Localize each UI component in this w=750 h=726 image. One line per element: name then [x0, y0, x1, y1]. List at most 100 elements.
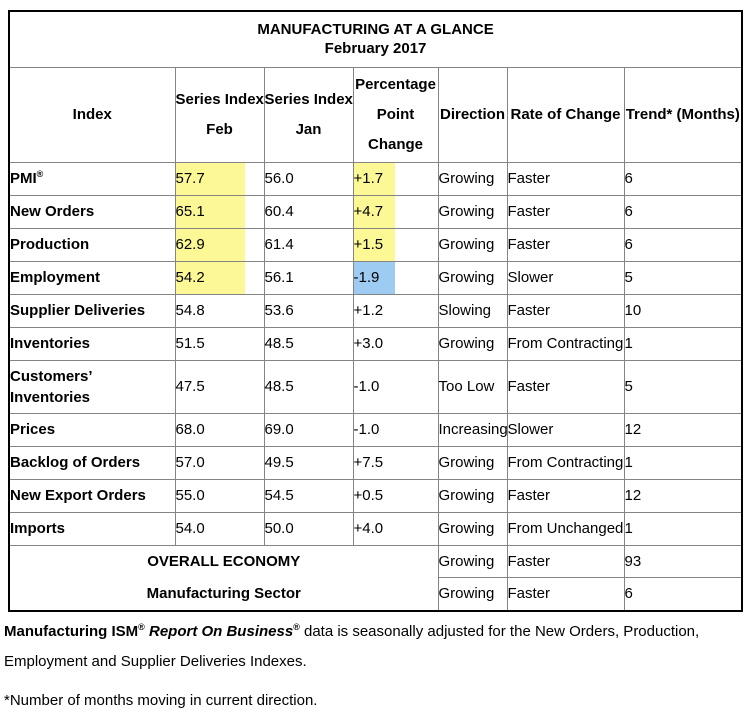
- cell-feb: 57.7: [174, 161, 265, 196]
- cell-feb: 57.0: [174, 445, 265, 480]
- cell-trend: 5: [623, 260, 743, 295]
- column-header-label: Direction: [439, 105, 505, 123]
- cell-rate: Faster: [506, 478, 625, 513]
- column-header-series-jan: Series Index Jan: [263, 66, 354, 163]
- summary-labels-cell: OVERALL ECONOMY Manufacturing Sector: [8, 544, 439, 611]
- row-label-customers-inventories: Customers’ Inventories: [8, 359, 176, 414]
- column-header-trend: Trend* (Months): [623, 66, 743, 163]
- cell-feb: 62.9: [174, 227, 265, 262]
- cell-jan: 56.1: [263, 260, 354, 295]
- column-header-index: Index: [8, 66, 176, 163]
- cell-change: -1.0: [352, 359, 439, 414]
- row-label-new-orders: New Orders: [8, 194, 176, 229]
- row-label-inventories: Inventories: [8, 326, 176, 361]
- cell-value: -1.0: [353, 421, 380, 438]
- report-on-business-title: Report On Business: [144, 623, 294, 640]
- manufacturing-at-a-glance-table: MANUFACTURING AT A GLANCE February 2017 …: [8, 10, 744, 612]
- cell-value: +1.7: [353, 170, 384, 187]
- cell-rate: Faster: [506, 227, 625, 262]
- cell-direction: Growing: [437, 260, 508, 295]
- highlight: [175, 261, 245, 294]
- cell-rate: From Unchanged: [506, 511, 625, 546]
- manufacturing-sector-label: Manufacturing Sector: [146, 584, 301, 602]
- cell-change: +1.2: [352, 293, 439, 328]
- cell-direction: Too Low: [437, 359, 508, 414]
- cell-change: +0.5: [352, 478, 439, 513]
- footnotes: Manufacturing ISM® Report On Business® d…: [4, 617, 746, 711]
- highlight: [175, 162, 245, 195]
- row-label-supplier-deliveries: Supplier Deliveries: [8, 293, 176, 328]
- cell-value: +3.0: [353, 335, 384, 352]
- cell-change: -1.9: [352, 260, 439, 295]
- cell-rate: Faster: [506, 293, 625, 328]
- cell-value: 57.0: [175, 454, 205, 471]
- cell-feb: 65.1: [174, 194, 265, 229]
- cell-direction: Growing: [437, 194, 508, 229]
- cell-trend: 5: [623, 359, 743, 414]
- table-row-prices: Prices 68.0 69.0 -1.0 Increasing Slower …: [8, 412, 743, 447]
- row-label-production: Production: [8, 227, 176, 262]
- table-title-row: MANUFACTURING AT A GLANCE February 2017: [8, 10, 743, 68]
- row-label-pmi: PMI®: [8, 161, 176, 196]
- column-header-label: Point: [376, 105, 415, 123]
- row-label-backlog-of-orders: Backlog of Orders: [8, 445, 176, 480]
- registered-mark: ®: [36, 169, 44, 179]
- cell-direction: Growing: [437, 227, 508, 262]
- cell-rate: From Contracting: [506, 326, 625, 361]
- cell-value: +7.5: [353, 454, 384, 471]
- highlight: [353, 195, 395, 228]
- cell-jan: 69.0: [263, 412, 354, 447]
- summary-row-overall-economy: OVERALL ECONOMY Manufacturing Sector Gro…: [8, 544, 743, 611]
- table-row-backlog-of-orders: Backlog of Orders 57.0 49.5 +7.5 Growing…: [8, 445, 743, 480]
- seasonal-adjustment-line2: Employment and Supplier Deliveries Index…: [4, 653, 307, 670]
- cell-jan: 49.5: [263, 445, 354, 480]
- cell-jan: 56.0: [263, 161, 354, 196]
- cell-value: -1.9: [353, 269, 380, 286]
- cell-trend: 6: [623, 577, 743, 611]
- table-row-production: Production 62.9 61.4 +1.5 Growing Faster…: [8, 227, 743, 262]
- cell-jan: 48.5: [263, 326, 354, 361]
- cell-jan: 61.4: [263, 227, 354, 262]
- column-header-label: Change: [367, 135, 423, 153]
- cell-change: +7.5: [352, 445, 439, 480]
- cell-jan: 54.5: [263, 478, 354, 513]
- cell-jan: 48.5: [263, 359, 354, 414]
- cell-value: 47.5: [175, 378, 205, 395]
- cell-value: 54.8: [175, 302, 205, 319]
- cell-value: 62.9: [175, 236, 205, 253]
- cell-value: 54.2: [175, 269, 205, 286]
- highlight: [175, 228, 245, 261]
- column-header-label: Index: [72, 105, 112, 123]
- column-header-change: Percentage Point Change: [352, 66, 439, 163]
- cell-feb: 55.0: [174, 478, 265, 513]
- cell-rate: Faster: [506, 194, 625, 229]
- table-row-supplier-deliveries: Supplier Deliveries 54.8 53.6 +1.2 Slowi…: [8, 293, 743, 328]
- cell-rate: Faster: [506, 161, 625, 196]
- cell-direction: Growing: [437, 577, 508, 611]
- cell-direction: Growing: [437, 511, 508, 546]
- cell-feb: 54.0: [174, 511, 265, 546]
- cell-rate: Slower: [506, 412, 625, 447]
- cell-value: +4.7: [353, 203, 384, 220]
- cell-trend: 6: [623, 194, 743, 229]
- cell-value: +1.2: [353, 302, 384, 319]
- row-label-text: PMI: [10, 170, 37, 187]
- summary-row-manufacturing-sector: Growing Faster 6: [9, 577, 743, 611]
- cell-direction: Increasing: [437, 412, 508, 447]
- cell-rate: Slower: [506, 260, 625, 295]
- cell-jan: 60.4: [263, 194, 354, 229]
- cell-trend: 12: [623, 412, 743, 447]
- cell-feb: 68.0: [174, 412, 265, 447]
- column-header-label: Rate of Change: [510, 105, 621, 123]
- cell-trend: 12: [623, 478, 743, 513]
- cell-trend: 1: [623, 445, 743, 480]
- cell-value: 54.0: [175, 520, 205, 537]
- seasonal-adjustment-line1: Manufacturing ISM® Report On Business® d…: [4, 617, 746, 647]
- cell-rate: From Contracting: [506, 445, 625, 480]
- cell-change: +4.0: [352, 511, 439, 546]
- cell-change: +1.7: [352, 161, 439, 196]
- table-title-line2: February 2017: [324, 40, 427, 58]
- cell-change: -1.0: [352, 412, 439, 447]
- table-header-row: Index Series Index Feb Series Index Jan …: [8, 66, 743, 163]
- table-row-pmi: PMI® 57.7 56.0 +1.7 Growing Faster 6: [8, 161, 743, 196]
